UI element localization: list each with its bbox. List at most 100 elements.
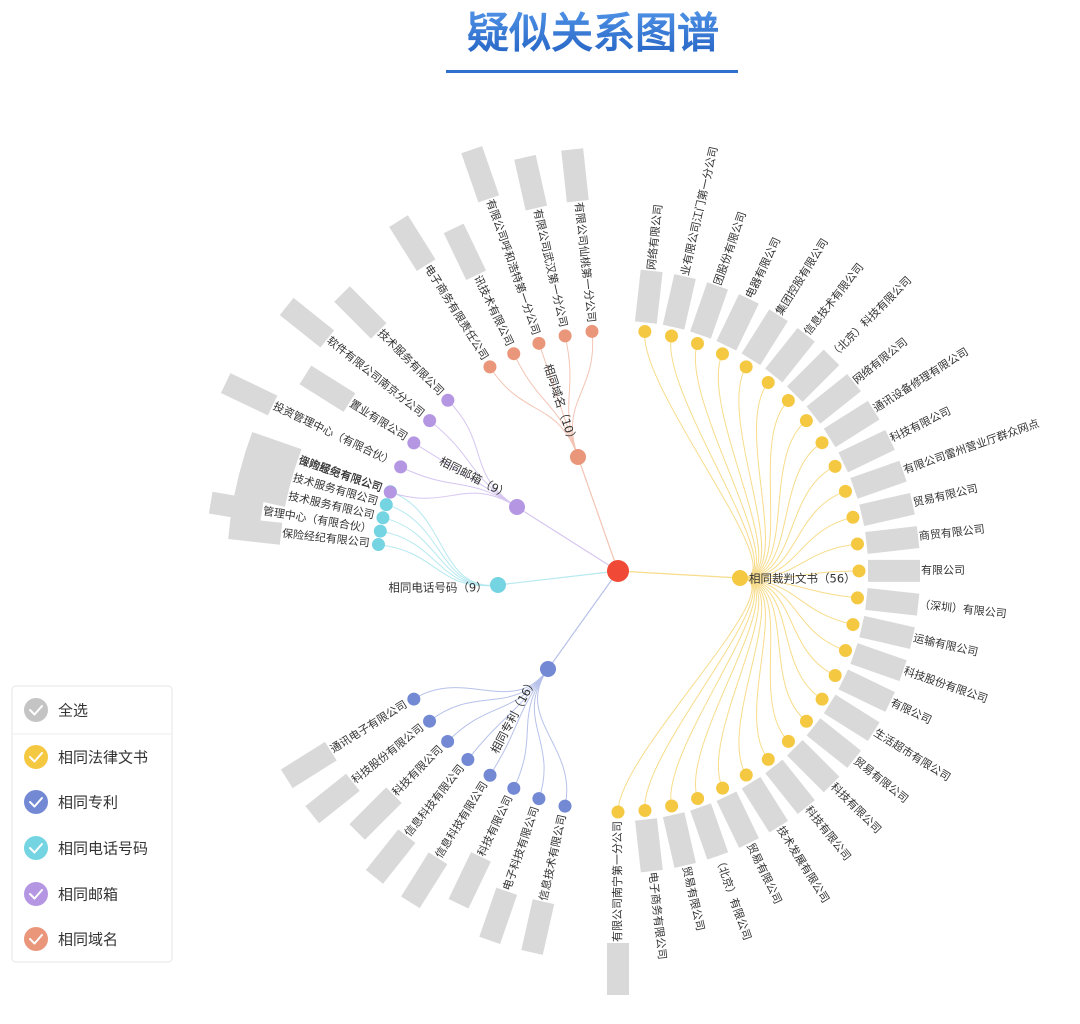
- leaf-node[interactable]: [371, 538, 385, 552]
- branch-node[interactable]: [732, 570, 748, 586]
- leaf-link: [738, 366, 763, 579]
- leaf-node[interactable]: [761, 376, 775, 390]
- leaf-link: [564, 335, 579, 458]
- redaction-box: [690, 803, 729, 860]
- leaf-node[interactable]: [483, 768, 497, 782]
- redaction-box: [716, 294, 759, 351]
- leaf-node[interactable]: [852, 564, 866, 578]
- leaf-link: [695, 577, 757, 799]
- leaf-node[interactable]: [781, 734, 795, 748]
- leaf-link: [447, 668, 549, 742]
- leaf-node[interactable]: [638, 803, 652, 817]
- leaf-node[interactable]: [507, 781, 521, 795]
- legend-item[interactable]: 相同邮箱: [24, 882, 118, 906]
- leaf-text: 有限公司仙桃第一分公司: [572, 201, 599, 323]
- redaction-box: [867, 559, 921, 582]
- branch-text: 相同邮箱（9）: [437, 454, 511, 501]
- leaf-node[interactable]: [532, 336, 546, 350]
- leaf-node[interactable]: [665, 329, 679, 343]
- leaf-node[interactable]: [846, 510, 860, 524]
- leaf-node[interactable]: [558, 329, 572, 343]
- leaf-node[interactable]: [838, 484, 852, 498]
- leaf-node[interactable]: [850, 591, 864, 605]
- leaf-node[interactable]: [665, 799, 679, 813]
- leaf-link: [739, 577, 807, 722]
- leaf-node[interactable]: [716, 781, 730, 795]
- leaf-node[interactable]: [507, 347, 521, 361]
- leaf-node[interactable]: [691, 791, 705, 805]
- legend-text: 相同域名: [58, 931, 118, 949]
- redaction-box: [280, 741, 337, 789]
- branch-label: 相同电话号码（9）: [388, 581, 487, 595]
- legend-item[interactable]: 相同域名: [24, 927, 118, 951]
- leaf-node[interactable]: [532, 792, 546, 806]
- redaction-box: [850, 460, 907, 499]
- redaction-box: [838, 669, 895, 712]
- legend-item[interactable]: 相同专利: [24, 790, 118, 814]
- leaf-node[interactable]: [739, 768, 753, 782]
- leaf-node[interactable]: [585, 324, 599, 338]
- leaf-link: [739, 577, 769, 760]
- redaction-box: [234, 473, 290, 507]
- leaf-text: 有限公司: [921, 563, 965, 577]
- redaction-box: [220, 373, 278, 416]
- branch-node[interactable]: [570, 449, 586, 465]
- legend-item[interactable]: 全选: [24, 698, 88, 722]
- leaf-node[interactable]: [407, 436, 421, 450]
- leaf-node[interactable]: [441, 393, 455, 407]
- leaf-node[interactable]: [799, 414, 813, 428]
- leaf-node[interactable]: [715, 347, 729, 361]
- redaction-box: [662, 812, 696, 868]
- leaf-node[interactable]: [761, 752, 775, 766]
- leaf-node[interactable]: [383, 485, 397, 499]
- redaction-box: [865, 588, 920, 616]
- legend-item[interactable]: 相同电话号码: [24, 836, 148, 860]
- center-node[interactable]: [607, 560, 629, 582]
- leaf-node[interactable]: [828, 459, 842, 473]
- nodes: 网络有限公司 业有限公司江门第一分公司团股份有限公司电器有限公司集团控股有限公司信…: [208, 145, 1041, 995]
- leaf-node[interactable]: [558, 799, 572, 813]
- legend-item[interactable]: 相同法律文书: [24, 745, 148, 769]
- leaf-node[interactable]: [461, 753, 475, 767]
- leaf-node[interactable]: [423, 714, 437, 728]
- branch-node[interactable]: [540, 661, 556, 677]
- leaf-node[interactable]: [846, 618, 860, 632]
- redaction-box: [859, 492, 915, 527]
- leaf-node[interactable]: [407, 692, 421, 706]
- redaction-box: [806, 718, 861, 768]
- branch-node[interactable]: [509, 499, 525, 515]
- leaf-node[interactable]: [838, 644, 852, 658]
- leaf-node[interactable]: [815, 692, 829, 706]
- leaf-text: 团股份有限公司: [710, 210, 749, 287]
- leaf-text: 网络有限公司: [850, 335, 910, 387]
- leaf-link: [513, 668, 549, 789]
- leaf-node[interactable]: [441, 734, 455, 748]
- branch-label: 相同专利（16）: [488, 676, 540, 756]
- leaf-node[interactable]: [799, 714, 813, 728]
- legend-check: [24, 836, 48, 860]
- leaf-link: [739, 577, 836, 676]
- leaf-link: [739, 577, 858, 599]
- leaf-label: 商贸有限公司: [865, 522, 985, 554]
- leaf-node[interactable]: [373, 524, 387, 538]
- leaf-node[interactable]: [483, 360, 497, 374]
- leaf-node[interactable]: [815, 436, 829, 450]
- leaf-node[interactable]: [690, 336, 704, 350]
- leaf-node[interactable]: [638, 325, 652, 339]
- leaf-node[interactable]: [781, 394, 795, 408]
- redaction-box: [521, 899, 555, 955]
- leaf-node[interactable]: [739, 360, 753, 374]
- leaf-node[interactable]: [394, 460, 408, 474]
- leaf-node[interactable]: [828, 669, 842, 683]
- leaf-node[interactable]: [376, 511, 390, 525]
- leaf-node[interactable]: [423, 414, 437, 428]
- redaction-box: [479, 887, 518, 944]
- leaf-node[interactable]: [850, 537, 864, 551]
- leaf-text: 商贸有限公司: [918, 522, 985, 543]
- branch-node[interactable]: [490, 577, 506, 593]
- leaf-link: [739, 420, 807, 579]
- leaf-node[interactable]: [379, 498, 393, 512]
- redaction-box: [349, 787, 402, 840]
- leaf-node[interactable]: [611, 805, 625, 819]
